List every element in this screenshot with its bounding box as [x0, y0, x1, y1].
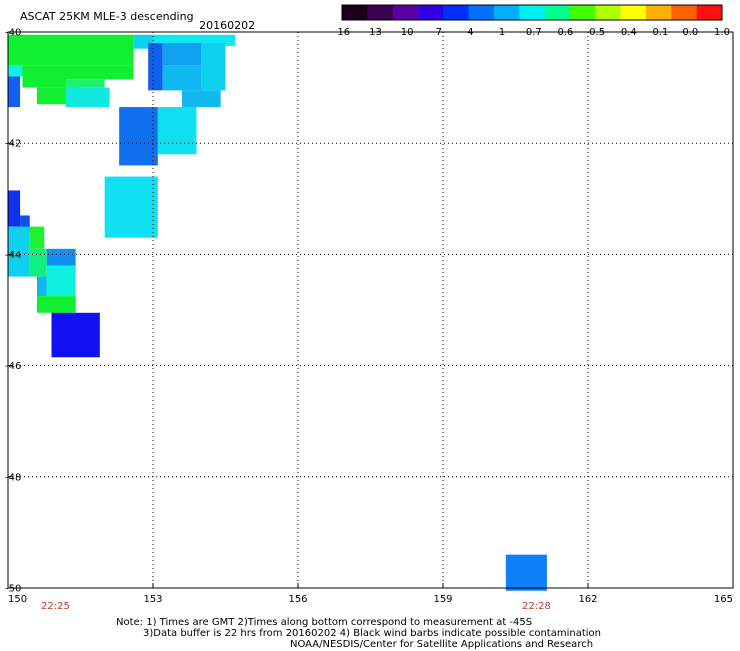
title-text: ASCAT 25KM MLE-3 descending [20, 10, 194, 23]
colorbar-swatch [392, 5, 419, 20]
map-frame [7, 31, 734, 589]
wind-cell [37, 296, 76, 313]
wind-cells [8, 34, 547, 591]
lat-label: -48 [5, 472, 21, 483]
wind-cell [8, 226, 30, 277]
lon-label: 165 [714, 594, 733, 605]
colorbar-swatch [671, 5, 698, 20]
lat-label: -50 [5, 584, 21, 595]
colorbar-swatch [620, 5, 647, 20]
lat-label: -44 [5, 250, 21, 261]
colorbar-swatch [342, 5, 368, 20]
note-line-1: Note: 1) Times are GMT 2)Times along bot… [116, 617, 533, 628]
wind-cell [505, 554, 547, 591]
wind-cell [22, 65, 66, 88]
wind-cell [162, 65, 202, 91]
wind-cell [46, 265, 76, 297]
note-line-3: NOAA/NESDIS/Center for Satellite Applica… [290, 639, 594, 650]
wind-cell [201, 43, 226, 91]
colorbar-swatch [570, 5, 596, 20]
wind-cell [8, 65, 23, 77]
wind-cell [51, 312, 100, 358]
lat-label: -40 [5, 28, 21, 39]
wind-cell [8, 76, 21, 108]
wind-cell [148, 43, 163, 91]
wind-cell [8, 190, 21, 227]
map-title: ASCAT 25KM MLE-3 descending 20160202 [20, 10, 255, 32]
note-line-2: 3)Data buffer is 22 hrs from 20160202 4)… [143, 628, 601, 639]
colorbar-swatch [696, 5, 723, 20]
lat-labels: -40 -42 -44 -46 -48 -50 [5, 28, 21, 595]
wind-cell [66, 79, 105, 88]
axis-ticks [7, 31, 734, 589]
lon-label: 153 [143, 594, 162, 605]
colorbar-swatch [367, 5, 394, 20]
colorbar-swatch [544, 5, 571, 20]
colorbar-swatch [595, 5, 622, 20]
time-label-start: 22:25 [41, 601, 70, 612]
wind-cell [20, 215, 30, 233]
colorbar-swatch [646, 5, 672, 20]
colorbar-swatch [468, 5, 495, 20]
colorbar-swatch [418, 5, 444, 20]
lon-labels: 150 153 156 159 162 165 [8, 594, 733, 605]
wind-cell [119, 107, 158, 166]
colorbar-swatch [519, 5, 546, 20]
wind-cell [66, 87, 110, 108]
time-label-end: 22:28 [522, 601, 551, 612]
lon-label: 162 [578, 594, 597, 605]
wind-cell [182, 90, 221, 108]
lon-label: 156 [288, 594, 307, 605]
map-plot: -40 -42 -44 -46 -48 -50 150 153 156 159 162 165 [5, 28, 734, 605]
lon-label: 150 [8, 594, 27, 605]
wind-cell [29, 248, 47, 277]
wind-cell [46, 248, 76, 266]
wind-cell [157, 107, 197, 155]
colorbar-outline [341, 4, 723, 21]
wind-cell [66, 65, 134, 80]
wind-cell [37, 276, 47, 297]
colorbar-swatch [443, 5, 470, 20]
wind-cell [29, 226, 45, 249]
wind-cell [8, 34, 134, 66]
colorbar-blocks [341, 4, 723, 21]
lat-label: -42 [5, 139, 21, 150]
lon-label: 159 [433, 594, 452, 605]
title-date: 20160202 [199, 19, 256, 32]
colorbar-swatch [494, 5, 520, 20]
wind-cell [162, 43, 202, 66]
wind-cell [153, 34, 236, 46]
lat-label: -46 [5, 361, 21, 372]
graticule [8, 32, 733, 588]
wind-cell [104, 176, 158, 238]
